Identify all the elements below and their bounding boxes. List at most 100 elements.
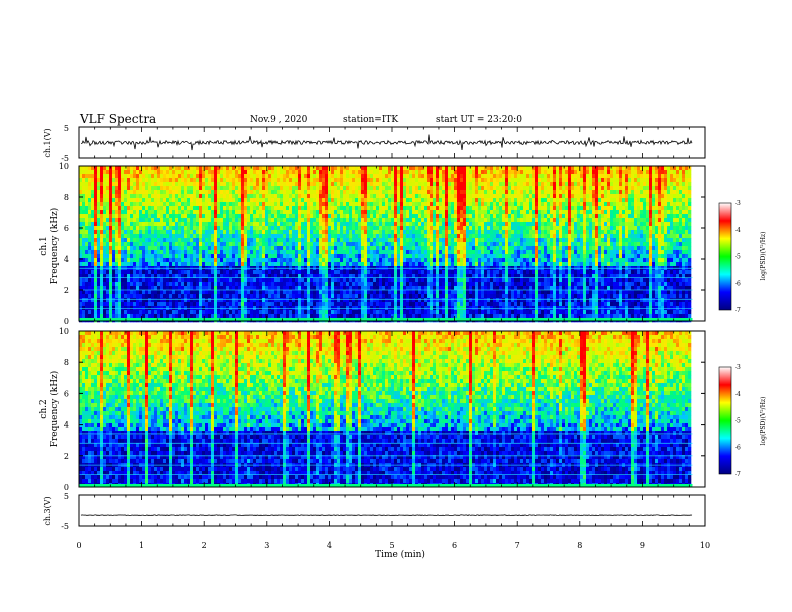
ch1-spectrogram-cell	[202, 298, 206, 303]
ch1-spectrogram-cell	[148, 238, 152, 243]
ch1-spectrogram-cell	[352, 206, 356, 211]
ch1-spectrogram-cell	[244, 234, 248, 239]
ch1-spectrogram-cell	[361, 310, 365, 315]
ch1-spectrogram-cell	[112, 226, 116, 231]
ch1-spectrogram-cell	[214, 246, 218, 251]
ch1-spectrogram-cell	[241, 270, 245, 275]
ch1-spectrogram-cell	[160, 246, 164, 251]
ch1-spectrogram-cell	[286, 190, 290, 195]
ch1-spectrogram-cell	[430, 298, 434, 303]
ch1-spectrogram-cell	[394, 222, 398, 227]
ch1-spectrogram-cell	[220, 222, 224, 227]
ch1-spectrogram-cell	[166, 270, 170, 275]
ch1-spectrogram-cell	[421, 250, 425, 255]
ch1-spectrogram-cell	[109, 194, 113, 199]
ch1-spectrogram-cell	[127, 234, 131, 239]
ch1-spectrogram-cell	[283, 198, 287, 203]
ch1-spectrogram-cell	[106, 222, 110, 227]
ch1-spectrogram-cell	[361, 194, 365, 199]
ch1-spectrogram-cell	[136, 214, 140, 219]
ch1-spectrogram-cell	[442, 290, 446, 295]
ch1-spectrogram-cell	[235, 194, 239, 199]
ch1-spectrogram-cell	[205, 218, 209, 223]
ch1-spectrogram-cell	[154, 258, 158, 263]
ch1-spectrogram-cell	[319, 182, 323, 187]
ch1-waveform-ylabel: ch.1(V)	[43, 128, 52, 157]
ch1-spectrogram-cell	[151, 170, 155, 175]
ch1-spectrogram-cell	[124, 186, 128, 191]
ch1-spectrogram-cell	[256, 306, 260, 311]
ch1-spectrogram-cell	[355, 282, 359, 287]
ch1-spectrogram-cell	[367, 230, 371, 235]
ch1-spectrogram-cell	[163, 182, 167, 187]
ch1-spectrogram-cell	[145, 174, 149, 179]
ch1-spectrogram-cell	[340, 194, 344, 199]
ch1-spectrogram-cell	[127, 218, 131, 223]
ch1-spectrogram-cell	[166, 262, 170, 267]
ch1-spectrogram-cell	[421, 186, 425, 191]
ch1-spectrogram-cell	[172, 198, 176, 203]
ch1-spectrogram-cell	[226, 270, 230, 275]
ch1-spectrogram-cell	[94, 210, 98, 215]
ch1-spectrogram-cell	[169, 170, 173, 175]
ch1-spectrogram-cell	[445, 258, 449, 263]
ch1-spectrogram-cell	[301, 290, 305, 295]
ch1-spectrogram-cell	[163, 206, 167, 211]
ch1-spectrogram-cell	[109, 238, 113, 243]
ch1-spectrogram-cell	[127, 314, 131, 319]
ch1-spectrogram-cell	[409, 238, 413, 243]
ch1-spectrogram-cell	[403, 262, 407, 267]
ch1-spectrogram-cell	[343, 262, 347, 267]
ch1-spectrogram-cell	[274, 310, 278, 315]
ch1-spectrogram-cell	[262, 194, 266, 199]
ch1-spectrogram-cell	[166, 214, 170, 219]
ch1-spectrogram-cell	[373, 182, 377, 187]
start-time-label: start UT = 23:20:0	[436, 115, 522, 125]
ch1-spectrogram-cell	[151, 210, 155, 215]
ch1-spectrogram-cell	[424, 206, 428, 211]
ch1-spectrogram-cell	[460, 258, 464, 263]
ch1-spectrogram-cell	[133, 206, 137, 211]
ch1-spectrogram-cell	[358, 198, 362, 203]
ch1-spectrogram-cell	[217, 242, 221, 247]
ch1-spectrogram-cell	[232, 170, 236, 175]
ch1-spectrogram-cell	[214, 250, 218, 255]
ch1-spectrogram-cell	[418, 206, 422, 211]
ch1-spectrogram-cell	[226, 286, 230, 291]
ch1-spectrogram-cell	[127, 246, 131, 251]
ch1-spectrogram-cell	[355, 234, 359, 239]
ch1-spectrogram-cell	[220, 182, 224, 187]
ch1-spectrogram-cell	[430, 310, 434, 315]
ch1-spectrogram-cell	[322, 226, 326, 231]
ch1-spectrogram-cell	[199, 214, 203, 219]
ch1-spectrogram-cell	[229, 314, 233, 319]
ch1-spectrogram-cell	[187, 198, 191, 203]
ch1-spectrogram-cell	[244, 166, 248, 171]
ch1-spectrogram-cell	[310, 230, 314, 235]
ch1-spectrogram-cell	[79, 178, 83, 183]
ch1-spectrogram-cell	[238, 166, 242, 171]
ch1-spectrogram-cell	[340, 250, 344, 255]
ch1-spectrogram-cell	[391, 282, 395, 287]
ch1-spectrogram-cell	[106, 246, 110, 251]
ch1-spectrogram-cell	[451, 254, 455, 259]
ch1-spectrogram-cell	[184, 278, 188, 283]
ch1-spectrogram-cell	[451, 278, 455, 283]
ch1-spectrogram-cell	[304, 310, 308, 315]
ch1-spectrogram-cell	[460, 214, 464, 219]
ch1-spectrogram-cell	[403, 278, 407, 283]
ch1-spectrogram-cell	[181, 178, 185, 183]
ch1-spectrogram-cell	[289, 258, 293, 263]
ch1-spectrogram-cell	[271, 310, 275, 315]
ch1-spectrogram-cell	[211, 206, 215, 211]
ch1-spectrogram-cell	[205, 214, 209, 219]
ch1-spectrogram-cell	[427, 186, 431, 191]
ch1-spectrogram-cell	[118, 174, 122, 179]
ch1-spectrogram-cell	[241, 182, 245, 187]
ch1-spectrogram-cell	[184, 238, 188, 243]
ch1-spectrogram-cell	[253, 310, 257, 315]
ch1-spectrogram-cell	[256, 238, 260, 243]
ch1-spectrogram-cell	[442, 214, 446, 219]
ch1-spectrogram-cell	[283, 218, 287, 223]
ch1-spectrogram-cell	[163, 190, 167, 195]
